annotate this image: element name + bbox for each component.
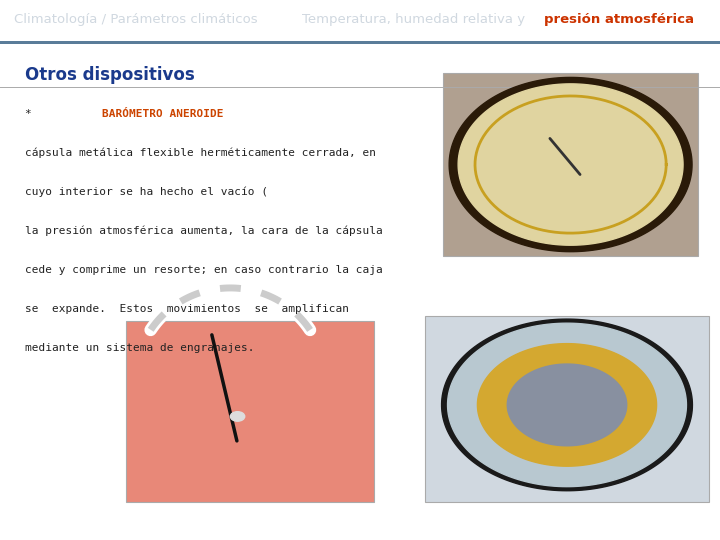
Circle shape — [230, 411, 245, 421]
Polygon shape — [508, 364, 626, 446]
Text: cuyo interior se ha hecho el vacío (: cuyo interior se ha hecho el vacío ( — [25, 187, 268, 197]
Text: presión atmosférica: presión atmosférica — [544, 14, 693, 26]
Polygon shape — [477, 343, 657, 466]
Bar — [126, 321, 374, 502]
Text: mediante un sistema de engranajes.: mediante un sistema de engranajes. — [25, 343, 255, 353]
Polygon shape — [448, 323, 686, 487]
Text: BARÓMETRO ANEROIDE: BARÓMETRO ANEROIDE — [102, 109, 224, 119]
Bar — [425, 316, 709, 502]
Text: Temperatura, humedad relativa y: Temperatura, humedad relativa y — [302, 14, 530, 26]
Polygon shape — [458, 84, 683, 245]
Text: cápsula metálica flexible herméticamente cerrada, en: cápsula metálica flexible herméticamente… — [25, 147, 376, 158]
Polygon shape — [449, 77, 692, 252]
Text: cede y comprime un resorte; en caso contrario la caja: cede y comprime un resorte; en caso cont… — [25, 265, 383, 275]
Text: *: * — [25, 109, 39, 119]
Text: la presión atmosférica aumenta, la cara de la cápsula: la presión atmosférica aumenta, la cara … — [25, 226, 383, 236]
Bar — [443, 73, 698, 256]
Text: Otros dispositivos: Otros dispositivos — [25, 66, 195, 84]
Bar — [0, 40, 720, 44]
Text: Climatología / Parámetros climáticos: Climatología / Parámetros climáticos — [14, 14, 258, 26]
Text: se  expande.  Estos  movimientos  se  amplifican: se expande. Estos movimientos se amplifi… — [25, 304, 349, 314]
Polygon shape — [441, 319, 693, 491]
